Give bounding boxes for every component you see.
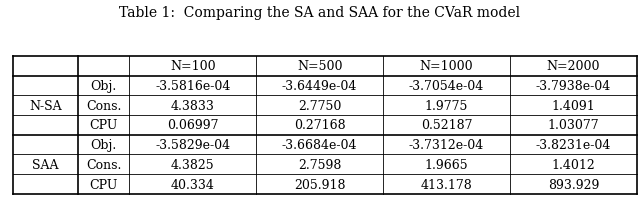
Text: -3.7938e-04: -3.7938e-04 xyxy=(536,80,611,93)
Text: -3.5816e-04: -3.5816e-04 xyxy=(155,80,230,93)
Text: N=500: N=500 xyxy=(297,60,342,73)
Text: 0.52187: 0.52187 xyxy=(420,119,472,132)
Text: 205.918: 205.918 xyxy=(294,178,346,190)
Text: 40.334: 40.334 xyxy=(171,178,215,190)
Text: Cons.: Cons. xyxy=(86,158,122,171)
Text: -3.8231e-04: -3.8231e-04 xyxy=(536,138,611,151)
Text: 1.03077: 1.03077 xyxy=(548,119,599,132)
Text: N-SA: N-SA xyxy=(29,99,61,112)
Text: Obj.: Obj. xyxy=(90,138,116,151)
Text: 1.4091: 1.4091 xyxy=(552,99,595,112)
Text: 0.27168: 0.27168 xyxy=(294,119,346,132)
Text: CPU: CPU xyxy=(90,119,118,132)
Text: 413.178: 413.178 xyxy=(420,178,472,190)
Text: N=100: N=100 xyxy=(170,60,216,73)
Text: 4.3833: 4.3833 xyxy=(171,99,215,112)
Text: Cons.: Cons. xyxy=(86,99,122,112)
Text: -3.6684e-04: -3.6684e-04 xyxy=(282,138,357,151)
Text: -3.5829e-04: -3.5829e-04 xyxy=(156,138,230,151)
Text: 893.929: 893.929 xyxy=(548,178,599,190)
Text: CPU: CPU xyxy=(90,178,118,190)
Text: 2.7598: 2.7598 xyxy=(298,158,341,171)
Text: N=1000: N=1000 xyxy=(420,60,474,73)
Text: 1.9665: 1.9665 xyxy=(425,158,468,171)
Text: Table 1:  Comparing the SA and SAA for the CVaR model: Table 1: Comparing the SA and SAA for th… xyxy=(120,6,520,20)
Text: -3.6449e-04: -3.6449e-04 xyxy=(282,80,357,93)
Text: -3.7312e-04: -3.7312e-04 xyxy=(409,138,484,151)
Text: 4.3825: 4.3825 xyxy=(171,158,214,171)
Text: -3.7054e-04: -3.7054e-04 xyxy=(409,80,484,93)
Text: 0.06997: 0.06997 xyxy=(167,119,218,132)
Text: 1.4012: 1.4012 xyxy=(552,158,595,171)
Text: N=2000: N=2000 xyxy=(547,60,600,73)
Text: 1.9775: 1.9775 xyxy=(425,99,468,112)
Text: Obj.: Obj. xyxy=(90,80,116,93)
Text: 2.7750: 2.7750 xyxy=(298,99,341,112)
Text: SAA: SAA xyxy=(32,158,59,171)
